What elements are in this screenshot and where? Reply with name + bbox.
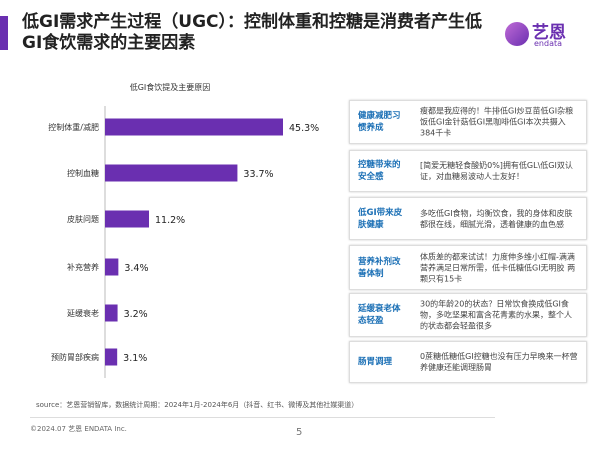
ugc-card: 肠胃调理 0蔗糖低糖低GI控糖也没有压力早晚来一杯营养健康还能调理肠胃 (349, 341, 587, 383)
category-label: 补充营养 (67, 262, 99, 272)
card-label: 延缓衰老体态轻盈 (358, 304, 401, 326)
card-label: 低GI带来皮肤健康 (358, 207, 403, 230)
logo-cn: 艺恩 (532, 23, 566, 43)
value-label: 3.4% (124, 263, 148, 274)
ugc-card: 健康减肥习惯养成 瘦都是我应得的！牛排低GI炒豆苗低GI杂粮饭低GI金针菇低GI黑… (349, 100, 587, 144)
card-text: 瘦都是我应得的！牛排低GI炒豆苗低GI杂粮饭低GI金针菇低GI黑咖啡低GI本次共… (420, 106, 574, 138)
ugc-card: 营养补剂改善体制 体质差的都来试试！力度伸多维小红帽-满满营养满足日常所需，低卡低… (349, 245, 587, 290)
chart-title: 低GI食饮提及主要原因 (129, 83, 211, 92)
value-label: 3.1% (123, 353, 147, 364)
category-label: 延缓衰老 (67, 308, 99, 318)
card-text: 体质差的都来试试！力度伸多维小红帽-满满营养满足日常所需，低卡低糖低GI无明胶 … (420, 252, 576, 283)
ugc-card: 低GI带来皮肤健康 多吃低GI食物，均衡饮食，我的身体和皮肤都很在线，细腻光滑，透… (349, 197, 587, 240)
card-label: 营养补剂改善体制 (358, 256, 401, 279)
source-note: source：艺恩营销智库，数据统计周期：2024年1月-2024年6月（抖音、… (36, 401, 359, 409)
bar (105, 258, 119, 276)
value-label: 3.2% (124, 309, 148, 320)
logo-icon (505, 22, 529, 46)
title-accent-bar (0, 16, 8, 50)
category-label: 预防胃部疾病 (51, 352, 99, 362)
card-text: [简爱无糖轻食酸奶0%]拥有低GL\低GI双认证，对血糖易波动人士友好！ (420, 161, 573, 181)
bar (105, 348, 118, 366)
page-number: 5 (296, 427, 303, 438)
card-label: 肠胃调理 (358, 357, 393, 367)
card-label: 健康减肥习惯养成 (358, 111, 401, 133)
logo-en: endata (534, 39, 563, 48)
value-label: 45.3% (289, 123, 319, 134)
value-label: 11.2% (155, 215, 185, 226)
ugc-card: 控糖带来的安全感 [简爱无糖轻食酸奶0%]拥有低GL\低GI双认证，对血糖易波动人… (349, 150, 587, 192)
bar (105, 118, 283, 136)
bar-chart: 控制体重/减肥 45.3% 控制血糖 33.7% 皮肤问题 11.2% 补充营养 3.4% 延缓… (48, 106, 319, 378)
category-label: 皮肤问题 (67, 214, 99, 224)
card-text: 30的年龄20的状态？日常饮食换成低GI食物，多吃坚果和富含花青素的水果，整个人… (420, 299, 572, 331)
bar (105, 304, 118, 322)
card-text: 多吃低GI食物，均衡饮食，我的身体和皮肤都很在线，细腻光滑，透着健康的血色感 (420, 208, 573, 229)
page-title: 低GI需求产生过程（UGC）：控制体重和控糖是消费者产生低GI食饮需求的主要因素 (22, 12, 483, 53)
ugc-card: 延缓衰老体态轻盈 30的年龄20的状态？日常饮食换成低GI食物，多吃坚果和富含花青… (349, 293, 587, 337)
value-label: 33.7% (243, 169, 273, 180)
card-label: 控糖带来的安全感 (358, 160, 401, 182)
card-text: 0蔗糖低糖低GI控糖也没有压力早晚来一杯营养健康还能调理肠胃 (420, 352, 578, 372)
footer-divider (30, 417, 495, 418)
copyright: ©2024.07 艺恩 ENDATA Inc. (30, 425, 127, 433)
category-label: 控制体重/减肥 (48, 122, 99, 132)
category-label: 控制血糖 (67, 168, 99, 178)
bar (105, 210, 150, 228)
bar (105, 164, 238, 182)
endata-logo: 艺恩 endata (505, 18, 590, 52)
